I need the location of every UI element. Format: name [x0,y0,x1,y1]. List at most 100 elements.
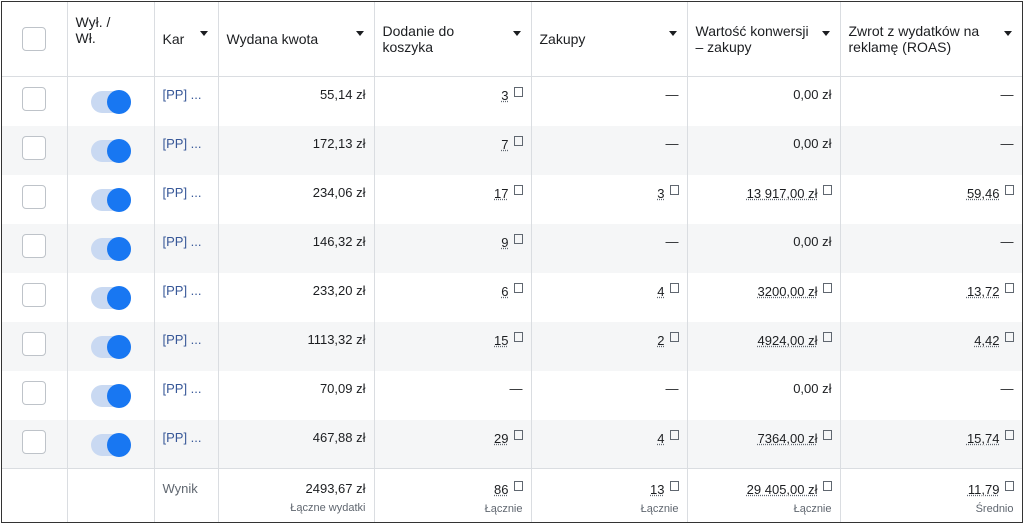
campaign-name[interactable]: [PP] ... [162,429,202,445]
purchases: — [665,380,679,396]
add-to-cart: — [509,380,523,396]
status-toggle[interactable] [90,90,131,114]
breakdown-icon[interactable] [1004,481,1014,491]
roas[interactable]: 15,74 [966,430,1000,446]
conversion-value[interactable]: 3200,00 zł [757,283,818,299]
add-to-cart[interactable]: 6 [501,283,509,299]
roas[interactable]: 4,42 [974,332,1000,348]
row-checkbox[interactable] [22,233,47,258]
purchases-cell: — [531,125,688,175]
purchases[interactable]: 4 [657,430,665,446]
conversion-value: 0,00 zł [793,380,832,396]
add-to-cart[interactable]: 17 [494,185,509,201]
roas-cell: — [840,76,1022,126]
breakdown-icon[interactable] [513,233,523,244]
name-cell: [PP] ... [154,125,219,175]
status-toggle[interactable] [90,383,131,408]
status-toggle[interactable] [90,138,131,163]
roas[interactable]: 13,72 [966,283,1000,299]
status-toggle[interactable] [90,187,131,212]
column-header[interactable]: Wydana kwota [218,2,375,77]
breakdown-icon[interactable] [1004,429,1014,440]
campaign-name[interactable]: [PP] ... [162,87,202,102]
breakdown-icon[interactable] [669,429,679,440]
toggle-cell [67,419,155,469]
campaign-name[interactable]: [PP] ... [162,135,202,151]
add-to-cart[interactable]: 7 [501,136,509,152]
total-value[interactable]: 86 [494,482,509,497]
campaign-name[interactable]: [PP] ... [162,380,202,396]
table-row: [PP] ... 70,09 zł — — 0,00 zł — [2,370,1022,420]
campaign-name[interactable]: [PP] ... [162,233,202,249]
status-toggle[interactable] [90,432,131,457]
purchases[interactable]: 2 [657,332,665,348]
add-to-cart-cell: 7 [374,125,532,175]
roas-cell: 15,74 [840,419,1022,469]
row-checkbox[interactable] [22,282,47,307]
breakdown-icon[interactable] [513,87,523,97]
conversion-value[interactable]: 4924,00 zł [757,332,818,348]
spent-cell: 233,20 zł [218,272,375,322]
breakdown-icon[interactable] [1004,282,1014,293]
roas: — [1000,135,1014,151]
breakdown-icon[interactable] [669,282,679,293]
roas[interactable]: 59,46 [966,185,1000,201]
status-toggle[interactable] [90,236,131,261]
purchases[interactable]: 3 [657,185,665,201]
total-value[interactable]: 29 405,00 zł [746,482,818,497]
conversion-value-cell: 0,00 zł [687,76,841,126]
breakdown-icon[interactable] [669,184,679,195]
campaign-name[interactable]: [PP] ... [162,282,202,298]
breakdown-icon[interactable] [1004,184,1014,195]
breakdown-icon[interactable] [513,135,523,146]
breakdown-icon[interactable] [513,429,523,440]
breakdown-icon[interactable] [822,429,832,440]
campaign-name[interactable]: [PP] ... [162,184,202,200]
row-checkbox[interactable] [22,429,47,454]
conversion-value-cell: 13 917,00 zł [687,174,841,224]
purchases-cell: — [531,370,688,420]
breakdown-icon[interactable] [513,331,523,342]
toggle-cell [67,174,155,224]
row-checkbox[interactable] [22,331,47,356]
add-to-cart[interactable]: 9 [501,234,509,250]
status-toggle[interactable] [90,285,131,310]
row-checkbox[interactable] [22,380,47,405]
breakdown-icon[interactable] [822,282,832,293]
breakdown-icon[interactable] [669,481,679,491]
checkbox-cell [2,174,68,224]
status-toggle[interactable] [90,334,131,359]
row-checkbox[interactable] [22,135,47,160]
total-value[interactable]: 13 [650,482,665,497]
column-header[interactable]: Zwrot z wydatków na reklamę (ROAS) [840,2,1022,77]
breakdown-icon[interactable] [1004,331,1014,342]
breakdown-icon[interactable] [822,184,832,195]
campaign-name[interactable]: [PP] ... [162,331,202,347]
add-to-cart-cell: 3 [374,76,532,126]
column-header[interactable]: Kar [154,2,219,77]
breakdown-icon[interactable] [513,481,523,491]
conversion-value[interactable]: 13 917,00 zł [746,185,818,201]
conversion-value[interactable]: 7364,00 zł [757,430,818,446]
purchases[interactable]: 4 [657,283,665,299]
add-to-cart[interactable]: 3 [501,88,509,103]
breakdown-icon[interactable] [822,331,832,342]
column-header[interactable]: Wartość konwersji – zakupy [687,2,841,77]
row-checkbox[interactable] [22,184,47,209]
breakdown-icon[interactable] [822,481,832,491]
total-cell: 11,79 Średnio [840,468,1022,522]
column-header[interactable]: Zakupy [531,2,688,77]
add-to-cart[interactable]: 29 [494,430,509,446]
purchases: — [665,233,679,249]
breakdown-icon[interactable] [513,282,523,293]
purchases-cell: — [531,76,688,126]
select-all-checkbox[interactable] [22,27,47,51]
column-header[interactable]: Dodanie do koszyka [374,2,532,77]
roas-cell: — [840,223,1022,273]
purchases-cell: — [531,223,688,273]
breakdown-icon[interactable] [669,331,679,342]
row-checkbox[interactable] [22,87,47,111]
add-to-cart[interactable]: 15 [494,332,509,348]
breakdown-icon[interactable] [513,184,523,195]
total-value[interactable]: 11,79 [967,482,1000,497]
